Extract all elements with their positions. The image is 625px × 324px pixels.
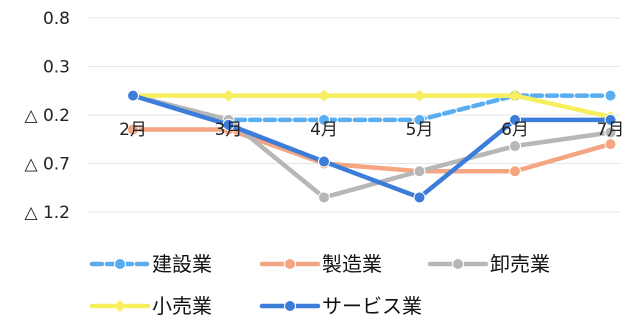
legend-entry: 卸売業 <box>427 252 550 276</box>
data-point <box>604 89 617 102</box>
x-category-label: 7月 <box>597 120 625 140</box>
legend-marker <box>114 258 126 270</box>
legend-marker <box>114 300 126 312</box>
legend-marker <box>284 300 296 312</box>
legend-label: 小売業 <box>152 294 212 318</box>
x-category-label: 3月 <box>215 120 243 140</box>
data-point <box>509 89 521 102</box>
y-tick-label: △ 1.2 <box>24 203 70 223</box>
data-point <box>509 113 521 126</box>
legend-label: 製造業 <box>322 252 382 276</box>
legend-label: 卸売業 <box>490 252 550 276</box>
series-line-2 <box>130 127 613 174</box>
data-point <box>318 89 330 102</box>
data-point <box>413 165 426 178</box>
data-point <box>127 123 139 136</box>
legend-marker <box>284 258 296 270</box>
data-point <box>318 191 330 204</box>
data-point <box>604 126 617 139</box>
x-category-label: 6月 <box>501 120 529 140</box>
data-point <box>413 89 426 102</box>
data-point <box>509 165 521 178</box>
legend-entry: サービス業 <box>259 294 422 318</box>
series-lines <box>127 89 617 204</box>
legend-entry: 小売業 <box>89 294 212 318</box>
y-tick-label: 0.3 <box>43 58 70 78</box>
data-point <box>318 113 330 126</box>
x-category-label: 4月 <box>310 120 338 140</box>
data-point <box>509 140 521 153</box>
data-point <box>413 191 426 204</box>
data-point <box>318 155 330 168</box>
legend-marker <box>452 258 464 270</box>
x-category-label: 5月 <box>406 120 434 140</box>
data-point <box>604 113 617 126</box>
data-point <box>604 138 617 151</box>
y-tick-label: △ 0.2 <box>24 106 70 126</box>
x-category-label: 2月 <box>119 120 147 140</box>
legend-entry: 製造業 <box>259 252 382 276</box>
series-line-5 <box>130 93 613 200</box>
x-axis-category-labels: 2月 3月 4月 5月 6月 7月 <box>119 120 624 140</box>
data-point <box>127 89 139 102</box>
series-line-4 <box>130 93 613 120</box>
data-point <box>222 118 235 131</box>
data-point <box>222 89 235 102</box>
y-axis-tick-labels: 0.8 0.3 △ 0.2 △ 0.7 △ 1.2 <box>24 9 70 223</box>
y-tick-label: 0.8 <box>43 9 70 29</box>
legend-label: 建設業 <box>152 252 212 276</box>
legend-entry: 建設業 <box>89 252 212 276</box>
legend-label: サービス業 <box>322 294 422 318</box>
data-point <box>413 113 426 126</box>
gridlines <box>88 17 620 213</box>
y-tick-label: △ 0.7 <box>24 155 70 175</box>
series-line-3 <box>130 93 613 200</box>
